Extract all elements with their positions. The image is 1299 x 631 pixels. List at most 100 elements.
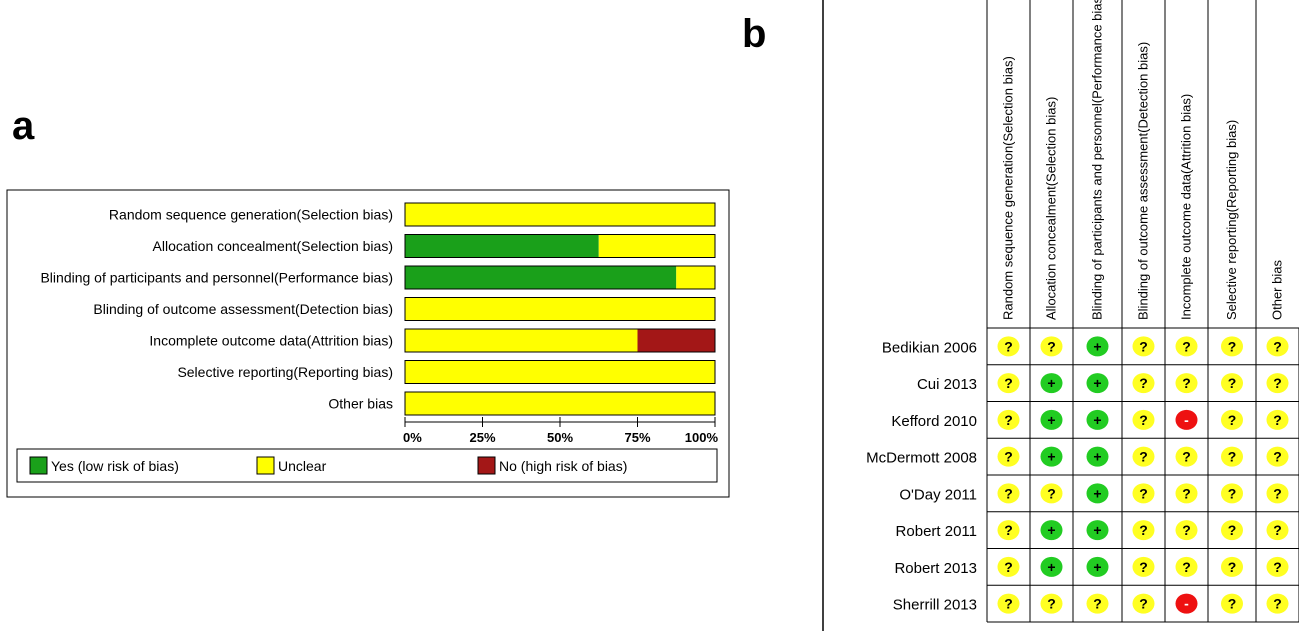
bar-outline — [404, 360, 716, 384]
column-header-label: Selective reporting(Reporting bias) — [1224, 120, 1239, 320]
unclear-risk-mark: ? — [1266, 409, 1289, 430]
unclear-risk-mark-symbol: ? — [1273, 485, 1282, 501]
bar-outline — [404, 202, 716, 227]
bar-segment — [405, 329, 638, 352]
unclear-risk-mark-symbol: ? — [1228, 375, 1237, 391]
unclear-risk-mark-circle — [997, 336, 1020, 357]
unclear-risk-mark-symbol: ? — [1273, 559, 1282, 575]
unclear-risk-mark: ? — [1221, 336, 1243, 357]
unclear-risk-mark-circle — [1221, 409, 1243, 430]
unclear-risk-mark: ? — [1266, 336, 1289, 357]
low-risk-mark-symbol: + — [1093, 338, 1101, 354]
unclear-risk-mark-symbol: ? — [1273, 522, 1282, 538]
column-header-label: Blinding of participants and personnel(P… — [1090, 0, 1105, 320]
low-risk-mark-circle — [1086, 373, 1109, 394]
low-risk-mark-circle — [1086, 483, 1109, 504]
low-risk-mark-symbol: + — [1047, 449, 1055, 465]
unclear-risk-mark-circle — [1221, 446, 1243, 467]
x-tick-label: 100% — [685, 430, 719, 445]
unclear-risk-mark-symbol: ? — [1228, 522, 1237, 538]
low-risk-mark: + — [1040, 556, 1063, 577]
unclear-risk-mark-circle — [1132, 520, 1155, 541]
unclear-risk-mark-circle — [1221, 336, 1243, 357]
unclear-risk-mark-symbol: ? — [1228, 338, 1237, 354]
column-header-label: Allocation concealment(Selection bias) — [1044, 97, 1059, 320]
unclear-risk-mark-circle — [997, 556, 1020, 577]
study-label: Bedikian 2006 — [882, 339, 977, 356]
legend-label: Unclear — [278, 458, 327, 474]
unclear-risk-mark-circle — [1221, 520, 1243, 541]
study-label: Cui 2013 — [917, 376, 977, 393]
unclear-risk-mark: ? — [1221, 446, 1243, 467]
low-risk-mark-circle — [1086, 409, 1109, 430]
unclear-risk-mark-circle — [997, 373, 1020, 394]
low-risk-mark: + — [1040, 520, 1063, 541]
unclear-risk-mark: ? — [1132, 409, 1155, 430]
legend-label: Yes (low risk of bias) — [51, 458, 179, 474]
bar-segment — [405, 266, 677, 289]
bar-segment — [676, 266, 715, 289]
low-risk-mark-symbol: + — [1093, 559, 1101, 575]
unclear-risk-mark-symbol: ? — [1047, 596, 1056, 612]
bar-segment — [405, 297, 715, 321]
unclear-risk-mark: ? — [1175, 373, 1198, 394]
low-risk-mark: + — [1086, 446, 1109, 467]
unclear-risk-mark-symbol: ? — [1182, 559, 1191, 575]
bar-segment — [637, 329, 715, 352]
unclear-risk-mark: ? — [1266, 446, 1289, 467]
high-risk-mark-circle — [1175, 593, 1198, 614]
unclear-risk-mark-symbol: ? — [1228, 449, 1237, 465]
unclear-risk-mark-circle — [1266, 593, 1289, 614]
study-label: Robert 2013 — [894, 560, 977, 577]
unclear-risk-mark: ? — [1221, 520, 1243, 541]
unclear-risk-mark-circle — [1040, 483, 1063, 504]
legend-swatch — [477, 456, 496, 475]
low-risk-mark-circle — [1040, 556, 1063, 577]
low-risk-mark-symbol: + — [1047, 412, 1055, 428]
unclear-risk-mark: ? — [1132, 373, 1155, 394]
high-risk-mark: - — [1175, 409, 1198, 430]
bar-outline — [404, 328, 716, 353]
legend-label: No (high risk of bias) — [499, 458, 627, 474]
low-risk-mark-circle — [1086, 520, 1109, 541]
bar-segment — [405, 360, 715, 384]
unclear-risk-mark-symbol: ? — [1182, 522, 1191, 538]
unclear-risk-mark-circle — [1175, 446, 1198, 467]
unclear-risk-mark: ? — [1266, 483, 1289, 504]
unclear-risk-mark: ? — [1132, 556, 1155, 577]
low-risk-mark-circle — [1040, 373, 1063, 394]
unclear-risk-mark: ? — [1175, 520, 1198, 541]
column-header-label: Blinding of outcome assessment(Detection… — [1136, 42, 1151, 320]
unclear-risk-mark-symbol: ? — [1139, 449, 1148, 465]
bar-segment — [405, 234, 599, 258]
low-risk-mark: + — [1086, 336, 1109, 357]
low-risk-mark: + — [1040, 446, 1063, 467]
low-risk-mark-symbol: + — [1093, 522, 1101, 538]
high-risk-mark-symbol: - — [1184, 596, 1189, 612]
unclear-risk-mark-symbol: ? — [1004, 522, 1013, 538]
unclear-risk-mark: ? — [1175, 483, 1198, 504]
unclear-risk-mark: ? — [997, 556, 1020, 577]
bar-segment — [405, 392, 715, 415]
unclear-risk-mark-symbol: ? — [1228, 559, 1237, 575]
unclear-risk-mark-symbol: ? — [1139, 559, 1148, 575]
study-label: Robert 2011 — [896, 523, 977, 540]
unclear-risk-mark-circle — [1132, 336, 1155, 357]
unclear-risk-mark-circle — [1266, 409, 1289, 430]
study-label: Sherrill 2013 — [893, 597, 977, 614]
low-risk-mark-symbol: + — [1047, 522, 1055, 538]
column-header-label: Incomplete outcome data(Attrition bias) — [1179, 94, 1194, 320]
category-label: Blinding of participants and personnel(P… — [40, 270, 393, 286]
unclear-risk-mark-circle — [1132, 409, 1155, 430]
unclear-risk-mark-symbol: ? — [1228, 485, 1237, 501]
unclear-risk-mark: ? — [997, 593, 1020, 614]
unclear-risk-mark: ? — [997, 520, 1020, 541]
unclear-risk-mark-circle — [1132, 483, 1155, 504]
unclear-risk-mark-symbol: ? — [1182, 375, 1191, 391]
column-header-label: Other bias — [1270, 260, 1285, 320]
study-label: McDermott 2008 — [866, 450, 977, 467]
unclear-risk-mark: ? — [1221, 593, 1243, 614]
study-label: O'Day 2011 — [899, 486, 977, 503]
unclear-risk-mark-symbol: ? — [1182, 449, 1191, 465]
